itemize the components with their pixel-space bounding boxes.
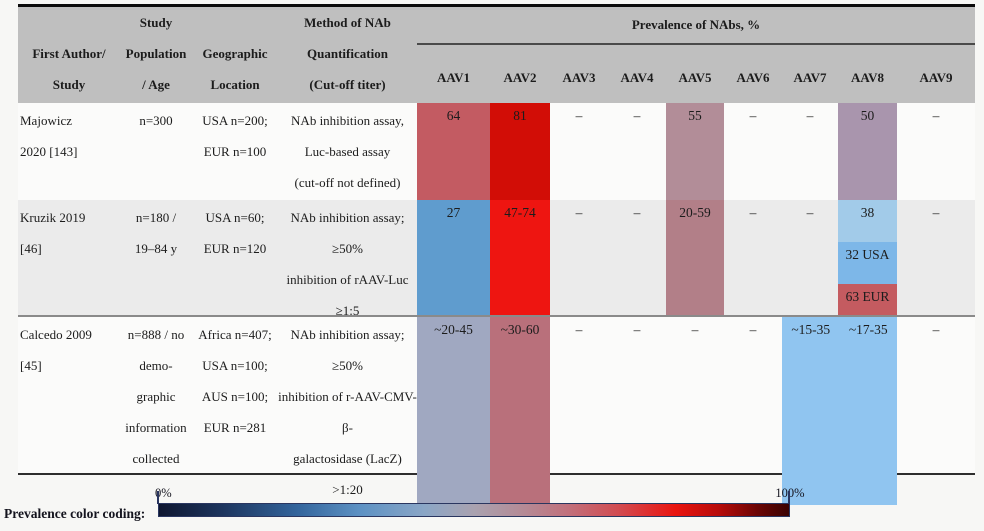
- legend-min-label: 0%: [155, 486, 172, 500]
- value-kruzik-aav9: –: [932, 205, 940, 220]
- cell-method: NAb inhibition assay, Luc-based assay (c…: [291, 113, 404, 190]
- header-serotype-aav2: AAV2: [503, 69, 537, 85]
- value-kruzik-aav6: –: [749, 205, 757, 220]
- value-kruzik-aav8-stack: 38 32 USA 63 EUR: [838, 200, 897, 326]
- prevalence-table: First Author/ Study Study Population / A…: [18, 4, 975, 505]
- header-serotype-aav8: AAV8: [851, 69, 884, 85]
- value-calcedo-aav6: –: [749, 322, 757, 337]
- cell-author: Majowicz 2020 [143]: [20, 113, 78, 159]
- value-kruzik-aav5: 20-59: [666, 200, 724, 326]
- value-calcedo-aav4: –: [633, 322, 641, 337]
- value-majowicz-aav6: –: [749, 108, 757, 123]
- value-kruzik-aav3: –: [575, 205, 583, 220]
- value-majowicz-aav4: –: [633, 108, 641, 123]
- table-row-majowicz: Majowicz 2020 [143] n=300 USA n=200; EUR…: [18, 103, 975, 200]
- cell-location: USA n=200; EUR n=100: [202, 113, 268, 159]
- cell-location: USA n=60; EUR n=120: [203, 210, 267, 256]
- header-population: Study Population / Age: [125, 15, 187, 92]
- cell-population: n=180 / 19–84 y: [134, 210, 178, 256]
- value-calcedo-aav7-aav8: ~15-35 ~17-35: [782, 317, 897, 505]
- value-majowicz-aav9: –: [932, 108, 940, 123]
- legend-max-label: 100%: [768, 486, 812, 501]
- value-majowicz-aav8: 50: [838, 103, 897, 200]
- value-calcedo-aav9: –: [932, 322, 940, 337]
- cell-method: NAb inhibition assay; ≥50% inhibition of…: [286, 210, 409, 318]
- value-kruzik-aav2: 47-74: [490, 200, 550, 326]
- cell-author: Calcedo 2009 [45]: [20, 327, 92, 373]
- value-calcedo-aav5: –: [691, 322, 699, 337]
- value-majowicz-aav3: –: [575, 108, 583, 123]
- value-calcedo-aav3: –: [575, 322, 583, 337]
- cell-method: NAb inhibition assay; ≥50% inhibition of…: [278, 327, 417, 497]
- value-kruzik-aav7: –: [806, 205, 814, 220]
- header-serotype-aav9: AAV9: [919, 69, 953, 85]
- table-header: First Author/ Study Study Population / A…: [18, 7, 975, 103]
- header-prevalence-title: Prevalence of NAbs, %: [417, 7, 975, 45]
- header-serotype-aav7: AAV7: [793, 69, 827, 85]
- value-calcedo-aav7: ~15-35: [791, 322, 831, 337]
- value-calcedo-aav8: ~17-35: [848, 322, 888, 337]
- value-kruzik-aav1: 27: [417, 200, 490, 326]
- cell-author: Kruzik 2019 [46]: [20, 210, 86, 256]
- value-majowicz-aav7: –: [806, 108, 814, 123]
- legend-tick-max: [788, 491, 790, 504]
- value-majowicz-aav2: 81: [490, 103, 550, 200]
- header-method: Method of NAb Quantification (Cut-off ti…: [304, 15, 391, 92]
- table-row-calcedo: Calcedo 2009 [45] n=888 / no demo- graph…: [18, 315, 975, 505]
- header-serotype-row: AAV1 AAV2 AAV3 AAV4 AAV5 AAV6 AAV7 AAV8 …: [417, 45, 975, 110]
- value-calcedo-aav2: ~30-60: [490, 317, 550, 505]
- cell-population: n=300: [139, 113, 173, 128]
- header-serotype-aav1: AAV1: [437, 69, 470, 85]
- value-kruzik-aav4: –: [633, 205, 641, 220]
- value-kruzik-aav8-usa: 32 USA: [838, 242, 897, 284]
- header-serotype-aav5: AAV5: [678, 69, 712, 85]
- legend-gradient-bar: [158, 503, 790, 517]
- value-calcedo-aav1: ~20-45: [417, 317, 490, 505]
- legend-tick-min: [157, 491, 159, 504]
- header-serotype-aav4: AAV4: [620, 69, 654, 85]
- header-first-author: First Author/ Study: [32, 46, 106, 92]
- header-location: Geographic Location: [202, 46, 268, 92]
- cell-location: Africa n=407; USA n=100; AUS n=100; EUR …: [198, 327, 272, 435]
- value-kruzik-aav8-total: 38: [838, 200, 897, 242]
- header-serotype-aav6: AAV6: [736, 69, 770, 85]
- value-majowicz-aav5: 55: [666, 103, 724, 200]
- cell-population: n=888 / no demo- graphic information col…: [125, 327, 187, 466]
- table-row-kruzik: Kruzik 2019 [46] n=180 / 19–84 y USA n=6…: [18, 200, 975, 326]
- header-serotype-aav3: AAV3: [562, 69, 596, 85]
- legend-label: Prevalence color coding:: [4, 506, 146, 521]
- header-prevalence-group: Prevalence of NAbs, % AAV1 AAV2 AAV3 AAV…: [417, 7, 975, 110]
- value-majowicz-aav1: 64: [417, 103, 490, 200]
